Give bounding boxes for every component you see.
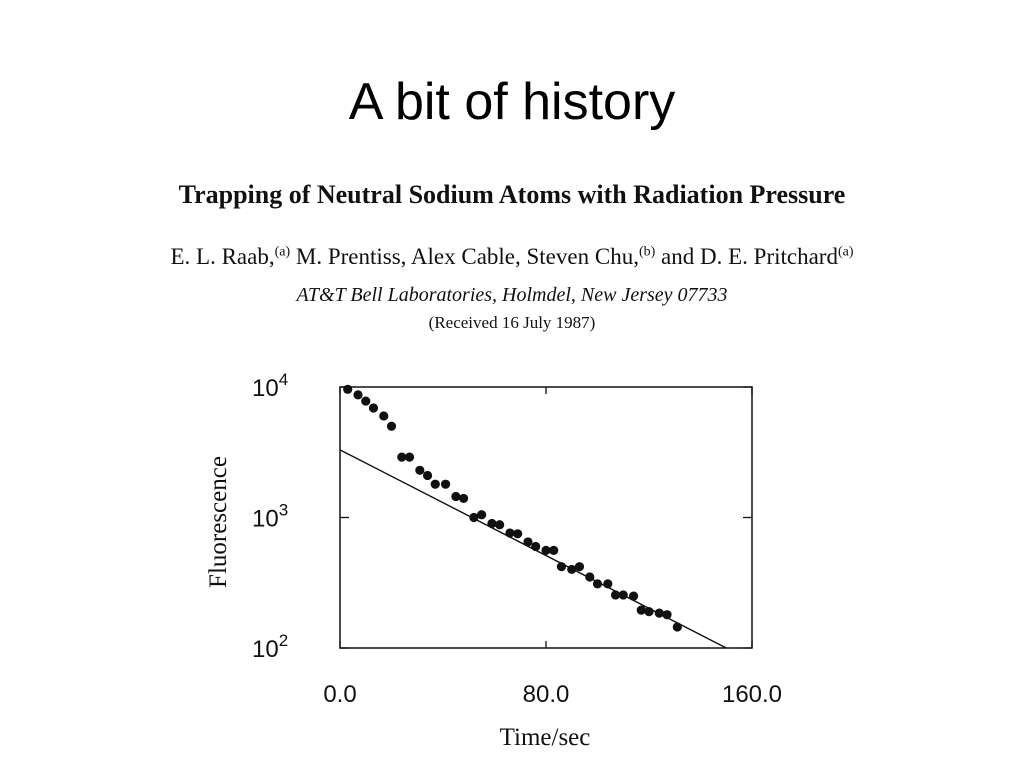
y-tick-label: 102 [252,631,288,663]
data-point [440,479,451,489]
data-point [618,590,628,600]
data-point [404,452,415,462]
data-point [592,579,603,589]
x-tick-label: 160.0 [722,681,782,708]
plot-frame [339,386,753,649]
data-point [469,512,479,523]
data-point [628,591,639,601]
data-point [361,396,371,406]
y-tick-exponent: 4 [279,370,288,389]
data-point [459,493,469,504]
data-point [636,605,646,615]
x-tick-label: 0.0 [323,681,356,708]
received-date: (Received 16 July 1987) [428,313,596,332]
data-point [523,537,533,547]
data-point [567,564,577,575]
x-tick-label: 80.0 [523,681,570,708]
data-point [422,470,433,481]
data-point [585,572,595,582]
author-raab: E. L. Raab, [170,244,275,269]
author-list: E. L. Raab,(a) M. Prentiss, Alex Cable, … [0,244,1024,270]
data-point [451,491,461,502]
data-point [415,465,425,475]
data-point [610,590,621,600]
data-point [505,528,515,538]
data-point [513,529,523,539]
data-point [487,518,497,529]
author-raab-affil: (a) [274,244,291,260]
author-pritchard: and D. E. Pritchard [655,244,838,269]
data-point [430,479,440,489]
x-axis-label: Time/sec [500,724,591,751]
y-tick-label: 104 [252,370,288,402]
data-point [353,390,363,400]
data-point [672,622,682,632]
data-point [541,545,551,555]
affiliation: AT&T Bell Laboratories, Holmdel, New Jer… [296,284,728,306]
data-point [531,541,541,552]
data-point [368,403,379,413]
y-axis-label-group: Fluorescence [205,456,232,588]
y-tick-exponent: 3 [279,501,288,520]
data-point [379,411,389,421]
data-point [603,579,613,589]
y-axis-label: Fluorescence [205,456,232,588]
data-point [556,562,567,572]
data-point [397,452,407,462]
data-point [495,520,505,530]
author-prentiss-cable-chu: M. Prentiss, Alex Cable, Steven Chu, [290,244,639,269]
author-chu-affil: (b) [638,244,656,260]
paper-title: Trapping of Neutral Sodium Atoms with Ra… [178,180,846,209]
y-tick-exponent: 2 [279,631,288,650]
data-point [386,421,397,431]
data-point [574,562,585,572]
data-point [654,608,664,618]
author-pritchard-affil: (a) [837,244,854,260]
data-point [343,384,353,394]
slide-title: A bit of history [348,73,676,131]
data-point [549,545,559,555]
data-point [477,510,487,520]
data-point [662,610,672,620]
y-tick-label: 103 [252,501,288,533]
data-point [644,607,654,617]
